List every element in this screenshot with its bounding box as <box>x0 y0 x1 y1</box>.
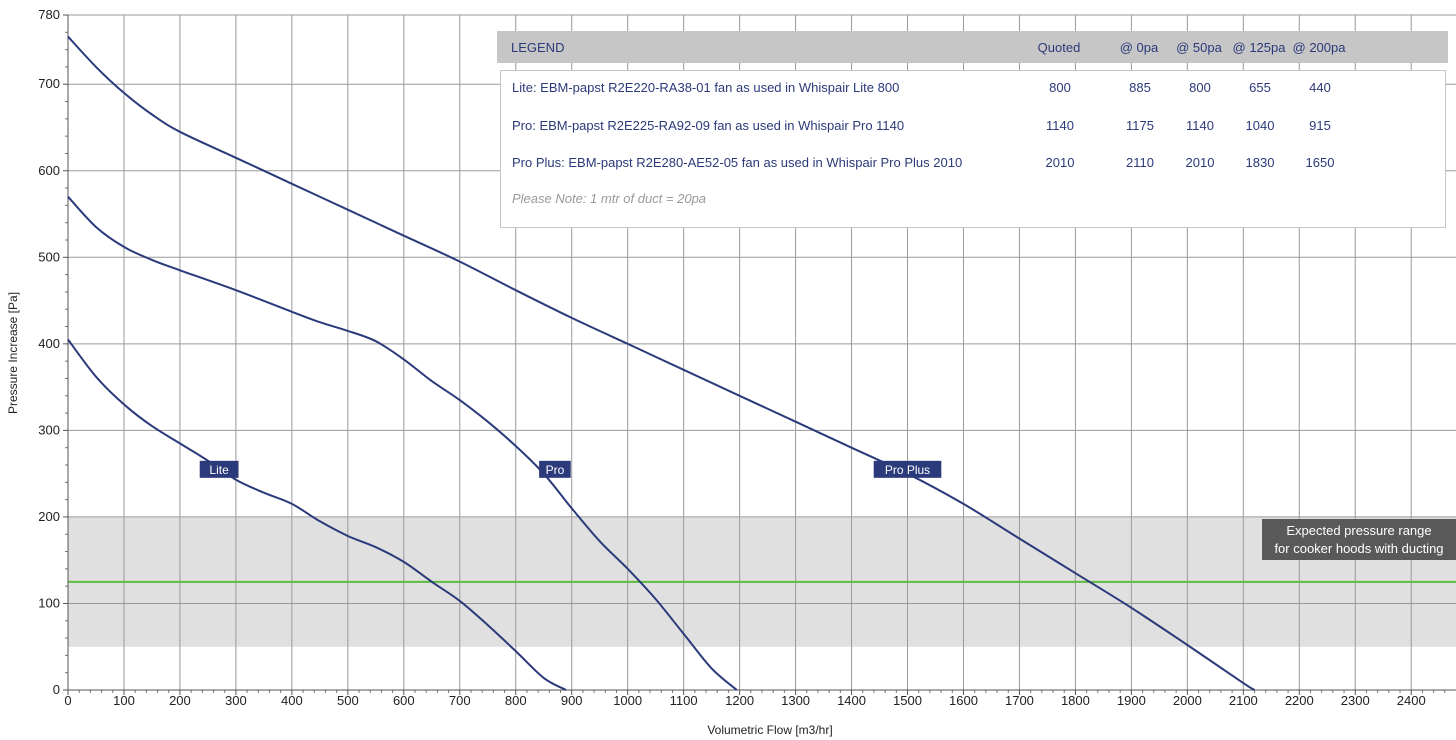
legend-body: Lite: EBM-papst R2E220-RA38-01 fan as us… <box>500 70 1446 228</box>
band-annotation-line2: for cooker hoods with ducting <box>1274 541 1443 556</box>
x-tick-label: 600 <box>393 693 415 708</box>
x-tick-label: 1800 <box>1061 693 1090 708</box>
legend-col-125pa: @ 125pa <box>1232 40 1286 55</box>
x-tick-label: 2100 <box>1229 693 1258 708</box>
x-tick-label: 0 <box>64 693 71 708</box>
x-tick-label: 2300 <box>1341 693 1370 708</box>
legend-cell: 655 <box>1249 80 1271 95</box>
legend-cell: 1140 <box>1046 118 1074 133</box>
x-tick-label: 2200 <box>1285 693 1314 708</box>
x-tick-label: 1300 <box>781 693 810 708</box>
x-tick-label: 1200 <box>725 693 754 708</box>
legend-cell: 2110 <box>1126 155 1154 170</box>
series-label-lite: Lite <box>209 463 229 477</box>
x-tick-label: 400 <box>281 693 303 708</box>
series-tag-pro <box>539 460 571 478</box>
series-tag-lite <box>199 460 239 478</box>
y-tick-label: 500 <box>38 249 60 264</box>
y-tick-label: 100 <box>38 595 60 610</box>
legend-cell: 1140 <box>1186 118 1214 133</box>
legend-cell: 1830 <box>1245 155 1275 170</box>
x-tick-label: 700 <box>449 693 471 708</box>
series-line-pro-plus <box>67 35 1256 691</box>
x-axis-label: Volumetric Flow [m3/hr] <box>707 723 832 737</box>
x-tick-label: 1900 <box>1117 693 1146 708</box>
legend-cell: 1040 <box>1245 118 1275 133</box>
y-tick-label: 780 <box>38 7 60 22</box>
x-tick-label: 100 <box>113 693 135 708</box>
series-tag-pro-plus <box>873 460 942 478</box>
x-tick-label: 1100 <box>670 693 698 708</box>
x-tick-label: 300 <box>225 693 247 708</box>
legend-col-200pa: @ 200pa <box>1292 40 1346 55</box>
band-annotation-box <box>1262 519 1456 560</box>
legend-col-quoted: Quoted <box>1037 40 1081 55</box>
series-label-pro: Pro <box>546 463 565 477</box>
x-tick-label: 2400 <box>1397 693 1426 708</box>
x-tick-label: 200 <box>169 693 191 708</box>
y-tick-label: 0 <box>53 682 60 697</box>
legend-row-label-pro: Pro: EBM-papst R2E225-RA92-09 fan as use… <box>512 118 905 133</box>
legend-cell: 885 <box>1129 80 1151 95</box>
legend-cell: 1650 <box>1305 155 1335 170</box>
legend-cell: 800 <box>1189 80 1211 95</box>
x-tick-label: 900 <box>561 693 583 708</box>
legend-cell: 2010 <box>1045 155 1075 170</box>
x-tick-label: 1600 <box>949 693 978 708</box>
legend-cell: 800 <box>1049 80 1071 95</box>
y-tick-label: 400 <box>38 336 60 351</box>
x-tick-label: 500 <box>337 693 359 708</box>
legend-cell: 915 <box>1309 118 1331 133</box>
y-tick-label: 600 <box>38 163 60 178</box>
y-tick-label: 700 <box>38 76 60 91</box>
legend-cell: 440 <box>1309 80 1331 95</box>
y-tick-label: 300 <box>38 422 60 437</box>
x-tick-label: 1700 <box>1005 693 1034 708</box>
x-tick-label: 800 <box>505 693 527 708</box>
legend-panel: LEGEND Quoted @ 0pa @ 50pa @ 125pa @ 200… <box>497 31 1448 229</box>
y-tick-label: 200 <box>38 509 60 524</box>
legend-header: LEGEND Quoted @ 0pa @ 50pa @ 125pa @ 200… <box>497 31 1448 63</box>
legend-row-label-pro-plus: Pro Plus: EBM-papst R2E280-AE52-05 fan a… <box>512 155 963 170</box>
y-axis-label: Pressure Increase [Pa] <box>6 292 20 414</box>
legend-col-0pa: @ 0pa <box>1119 40 1159 55</box>
x-tick-label: 1400 <box>837 693 866 708</box>
legend-cell: 1175 <box>1126 118 1154 133</box>
legend-cell: 2010 <box>1185 155 1215 170</box>
x-tick-label: 1500 <box>893 693 922 708</box>
series-line-pro <box>67 196 738 691</box>
band-annotation-line1: Expected pressure range <box>1286 523 1431 538</box>
legend-title: LEGEND <box>511 40 565 55</box>
series-line-lite <box>67 338 567 691</box>
legend-row-label-lite: Lite: EBM-papst R2E220-RA38-01 fan as us… <box>512 80 900 95</box>
legend-col-50pa: @ 50pa <box>1176 40 1222 55</box>
x-tick-label: 2000 <box>1173 693 1202 708</box>
series-label-pro-plus: Pro Plus <box>885 463 930 477</box>
x-tick-label: 1000 <box>613 693 642 708</box>
legend-note: Please Note: 1 mtr of duct = 20pa <box>512 191 707 206</box>
